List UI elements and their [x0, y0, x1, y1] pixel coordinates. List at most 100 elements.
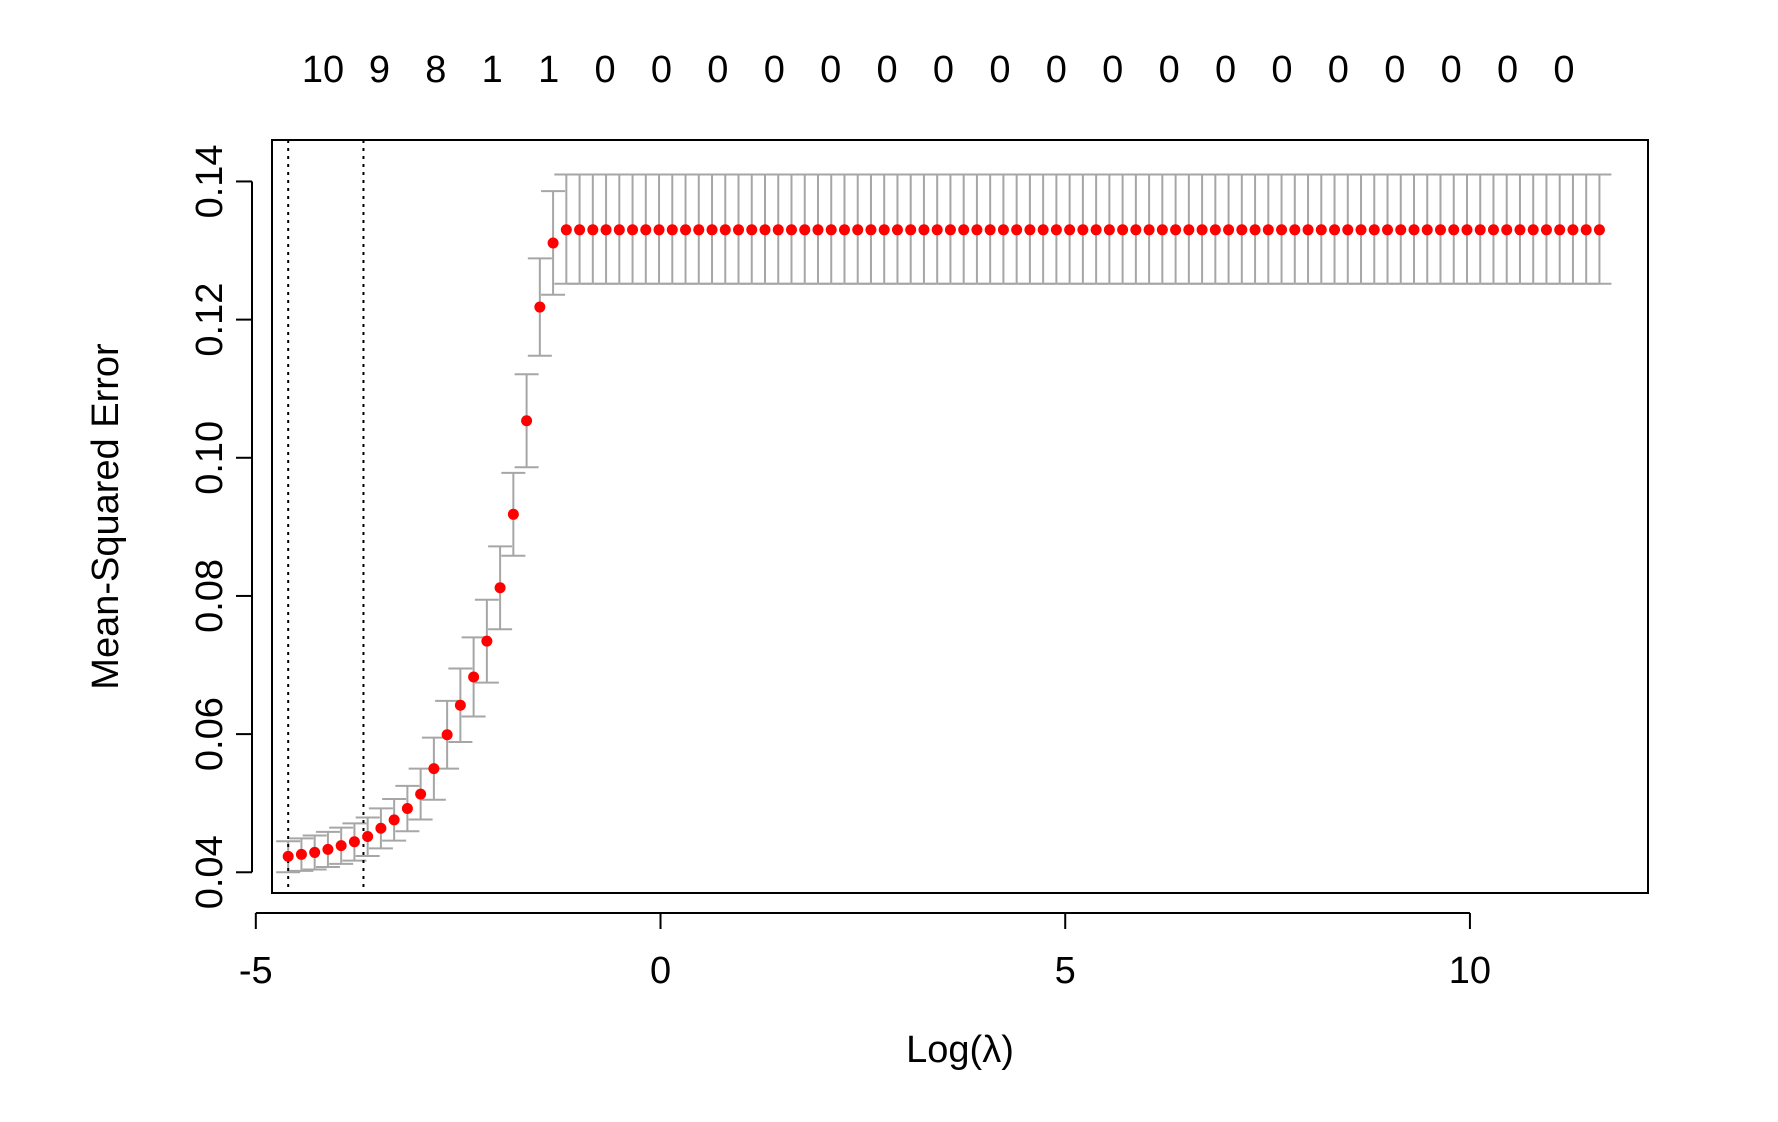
top-axis-count-label: 8: [425, 49, 446, 91]
x-tick-label: 5: [1055, 950, 1076, 992]
data-point: [507, 508, 519, 520]
error-bar-layer: [276, 173, 1612, 874]
top-axis-count-label: 0: [820, 49, 841, 91]
data-point: [1037, 224, 1049, 236]
data-point: [1050, 224, 1062, 236]
data-point: [1196, 224, 1208, 236]
data-point: [666, 224, 678, 236]
data-point: [680, 224, 692, 236]
data-point: [613, 224, 625, 236]
data-point: [746, 224, 758, 236]
data-point: [653, 224, 665, 236]
data-point: [693, 224, 705, 236]
top-axis-count-label: 0: [1384, 49, 1405, 91]
top-axis-count-label: 0: [1553, 49, 1574, 91]
top-axis-count-label: 9: [369, 49, 390, 91]
data-point: [1315, 224, 1327, 236]
data-point: [1501, 224, 1513, 236]
data-point: [1554, 224, 1566, 236]
data-points-layer: [282, 224, 1605, 862]
data-point: [1156, 224, 1168, 236]
reference-lines: [287, 140, 365, 893]
data-point: [1170, 224, 1182, 236]
data-point: [958, 224, 970, 236]
data-point: [534, 301, 546, 313]
data-point: [984, 224, 996, 236]
data-point: [1540, 224, 1552, 236]
data-point: [1143, 224, 1155, 236]
top-axis-count-label: 1: [538, 49, 559, 91]
data-point: [971, 224, 983, 236]
data-point: [838, 224, 850, 236]
data-point: [415, 788, 427, 800]
top-axis-count-label: 0: [1159, 49, 1180, 91]
data-point: [1342, 224, 1354, 236]
data-point: [454, 699, 466, 711]
data-point: [812, 224, 824, 236]
data-point: [322, 843, 334, 855]
top-axis-count-label: 0: [651, 49, 672, 91]
data-point: [931, 224, 943, 236]
data-point: [1593, 224, 1605, 236]
data-point: [772, 224, 784, 236]
top-axis-count-label: 0: [707, 49, 728, 91]
data-point: [1289, 224, 1301, 236]
data-point: [706, 224, 718, 236]
data-point: [785, 224, 797, 236]
data-point: [918, 224, 930, 236]
y-tick-label: 0.08: [189, 559, 231, 633]
data-point: [600, 224, 612, 236]
data-point: [627, 224, 639, 236]
top-axis-count-label: 0: [1046, 49, 1067, 91]
data-point: [1236, 224, 1248, 236]
data-point: [825, 224, 837, 236]
data-point: [1130, 224, 1142, 236]
top-axis-count-label: 1: [482, 49, 503, 91]
data-point: [560, 224, 572, 236]
data-point: [905, 224, 917, 236]
data-point: [1064, 224, 1076, 236]
y-axis: 0.04 0.06 0.08 0.10 0.12 0.14: [189, 144, 253, 909]
x-axis-title: Log(λ): [906, 1029, 1014, 1071]
top-axis-count-label: 0: [764, 49, 785, 91]
data-point: [1183, 224, 1195, 236]
top-axis-counts: 10 9 8 1 1 0 0 0 0 0 0 0 0 0 0 0 0 0 0 0 0 0 0: [302, 49, 1575, 91]
data-point: [587, 224, 599, 236]
top-axis-count-label: 0: [1328, 49, 1349, 91]
data-point: [494, 582, 506, 594]
x-tick-label: 10: [1449, 950, 1491, 992]
data-point: [547, 237, 559, 249]
data-point: [1448, 224, 1460, 236]
data-point: [1461, 224, 1473, 236]
data-point: [401, 803, 413, 815]
data-point: [1368, 224, 1380, 236]
data-point: [1103, 224, 1115, 236]
y-tick-label: 0.12: [189, 283, 231, 357]
y-tick-label: 0.14: [189, 144, 231, 218]
plot-frame: [271, 139, 1649, 894]
data-point: [1421, 224, 1433, 236]
data-point: [1262, 224, 1274, 236]
top-axis-count-label: 0: [1215, 49, 1236, 91]
y-axis-title: Mean-Squared Error: [85, 343, 127, 690]
data-point: [1011, 224, 1023, 236]
data-point: [388, 814, 400, 826]
data-point: [1249, 224, 1261, 236]
data-point: [719, 224, 731, 236]
data-point: [640, 224, 652, 236]
data-point: [799, 224, 811, 236]
data-point: [1355, 224, 1367, 236]
data-point: [891, 224, 903, 236]
data-point: [309, 846, 321, 858]
top-axis-count-label: 0: [594, 49, 615, 91]
top-axis-count-label: 0: [1271, 49, 1292, 91]
data-point: [1024, 224, 1036, 236]
data-point: [1474, 224, 1486, 236]
x-tick-label: -5: [239, 950, 273, 992]
data-point: [468, 671, 480, 683]
top-axis-count-label: 10: [302, 49, 344, 91]
data-point: [1527, 224, 1539, 236]
data-point: [1580, 224, 1592, 236]
